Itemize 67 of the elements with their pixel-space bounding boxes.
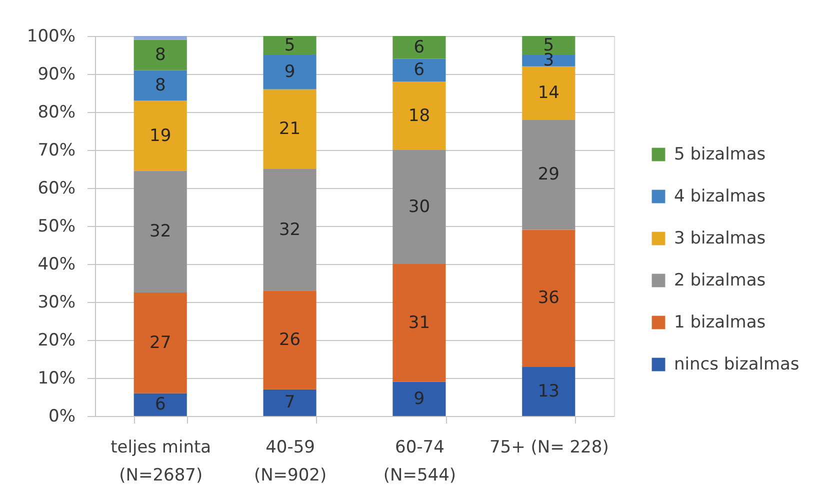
data-label: 7 [284,392,296,413]
data-label: 3 [543,50,554,71]
bar [392,82,446,150]
bar [263,290,316,390]
y-tick-label: 70% [38,140,76,160]
legend-label: 2 bizalmas [674,270,766,290]
data-label: 30 [408,197,430,217]
data-label: 36 [538,288,560,308]
data-label: 19 [150,126,172,146]
bar [392,264,446,382]
data-label: 8 [154,75,166,96]
data-label: 32 [278,220,301,240]
bar [263,169,316,291]
bar [522,230,576,367]
data-label: 14 [538,83,560,103]
y-tick-label: 50% [38,216,76,236]
data-label: 6 [414,37,425,58]
legend-label: 3 bizalmas [674,228,766,248]
y-tick-label: 100% [26,26,76,46]
legend-label: 5 bizalmas [674,144,766,164]
bar [134,70,187,101]
bar [263,55,316,90]
x-tick-label: 40-59 (N=902) [254,438,327,486]
bar [263,89,316,169]
data-label: 32 [150,222,172,242]
y-tick-label: 80% [38,102,76,122]
y-tick-label: 90% [38,64,76,84]
x-tick-label: 60-74 (N=544) [383,438,456,486]
y-tick-label: 30% [38,292,76,312]
bar [263,36,316,55]
data-label: 8 [154,45,166,65]
legend-label: 1 bizalmas [674,312,766,332]
legend-label: 4 bizalmas [674,186,766,206]
data-label: 26 [278,330,301,350]
y-tick-label: 40% [38,254,76,274]
bar [392,36,446,59]
bar [134,170,187,292]
data-label: 6 [154,394,166,415]
bar [134,36,187,40]
bar [392,58,446,82]
y-tick-label: 60% [38,178,76,198]
x-tick-label: 75+ (N= 228) [489,438,609,458]
y-tick-label: 10% [38,368,76,388]
bar [134,393,187,416]
bar [522,120,576,230]
data-label: 5 [284,36,296,56]
bar [263,389,316,416]
data-label: 21 [278,119,301,140]
data-label: 29 [538,164,560,185]
bar [134,292,187,394]
data-label: 18 [408,106,430,126]
data-label: 6 [414,60,425,80]
bar [522,366,576,416]
legend-label: nincs bizalmas [674,354,800,374]
data-label: 13 [538,381,560,402]
data-label: 9 [284,62,296,82]
y-tick-label: 20% [38,330,76,350]
bar [134,100,187,171]
data-label: 9 [414,388,425,409]
y-tick-label: 0% [48,406,76,426]
x-tick-label: teljes minta (N=2687) [110,438,212,486]
bar [392,382,446,416]
data-label: 31 [408,312,430,333]
bar [134,40,187,70]
bar [392,150,446,264]
data-label: 27 [150,332,172,353]
bar [522,66,576,120]
